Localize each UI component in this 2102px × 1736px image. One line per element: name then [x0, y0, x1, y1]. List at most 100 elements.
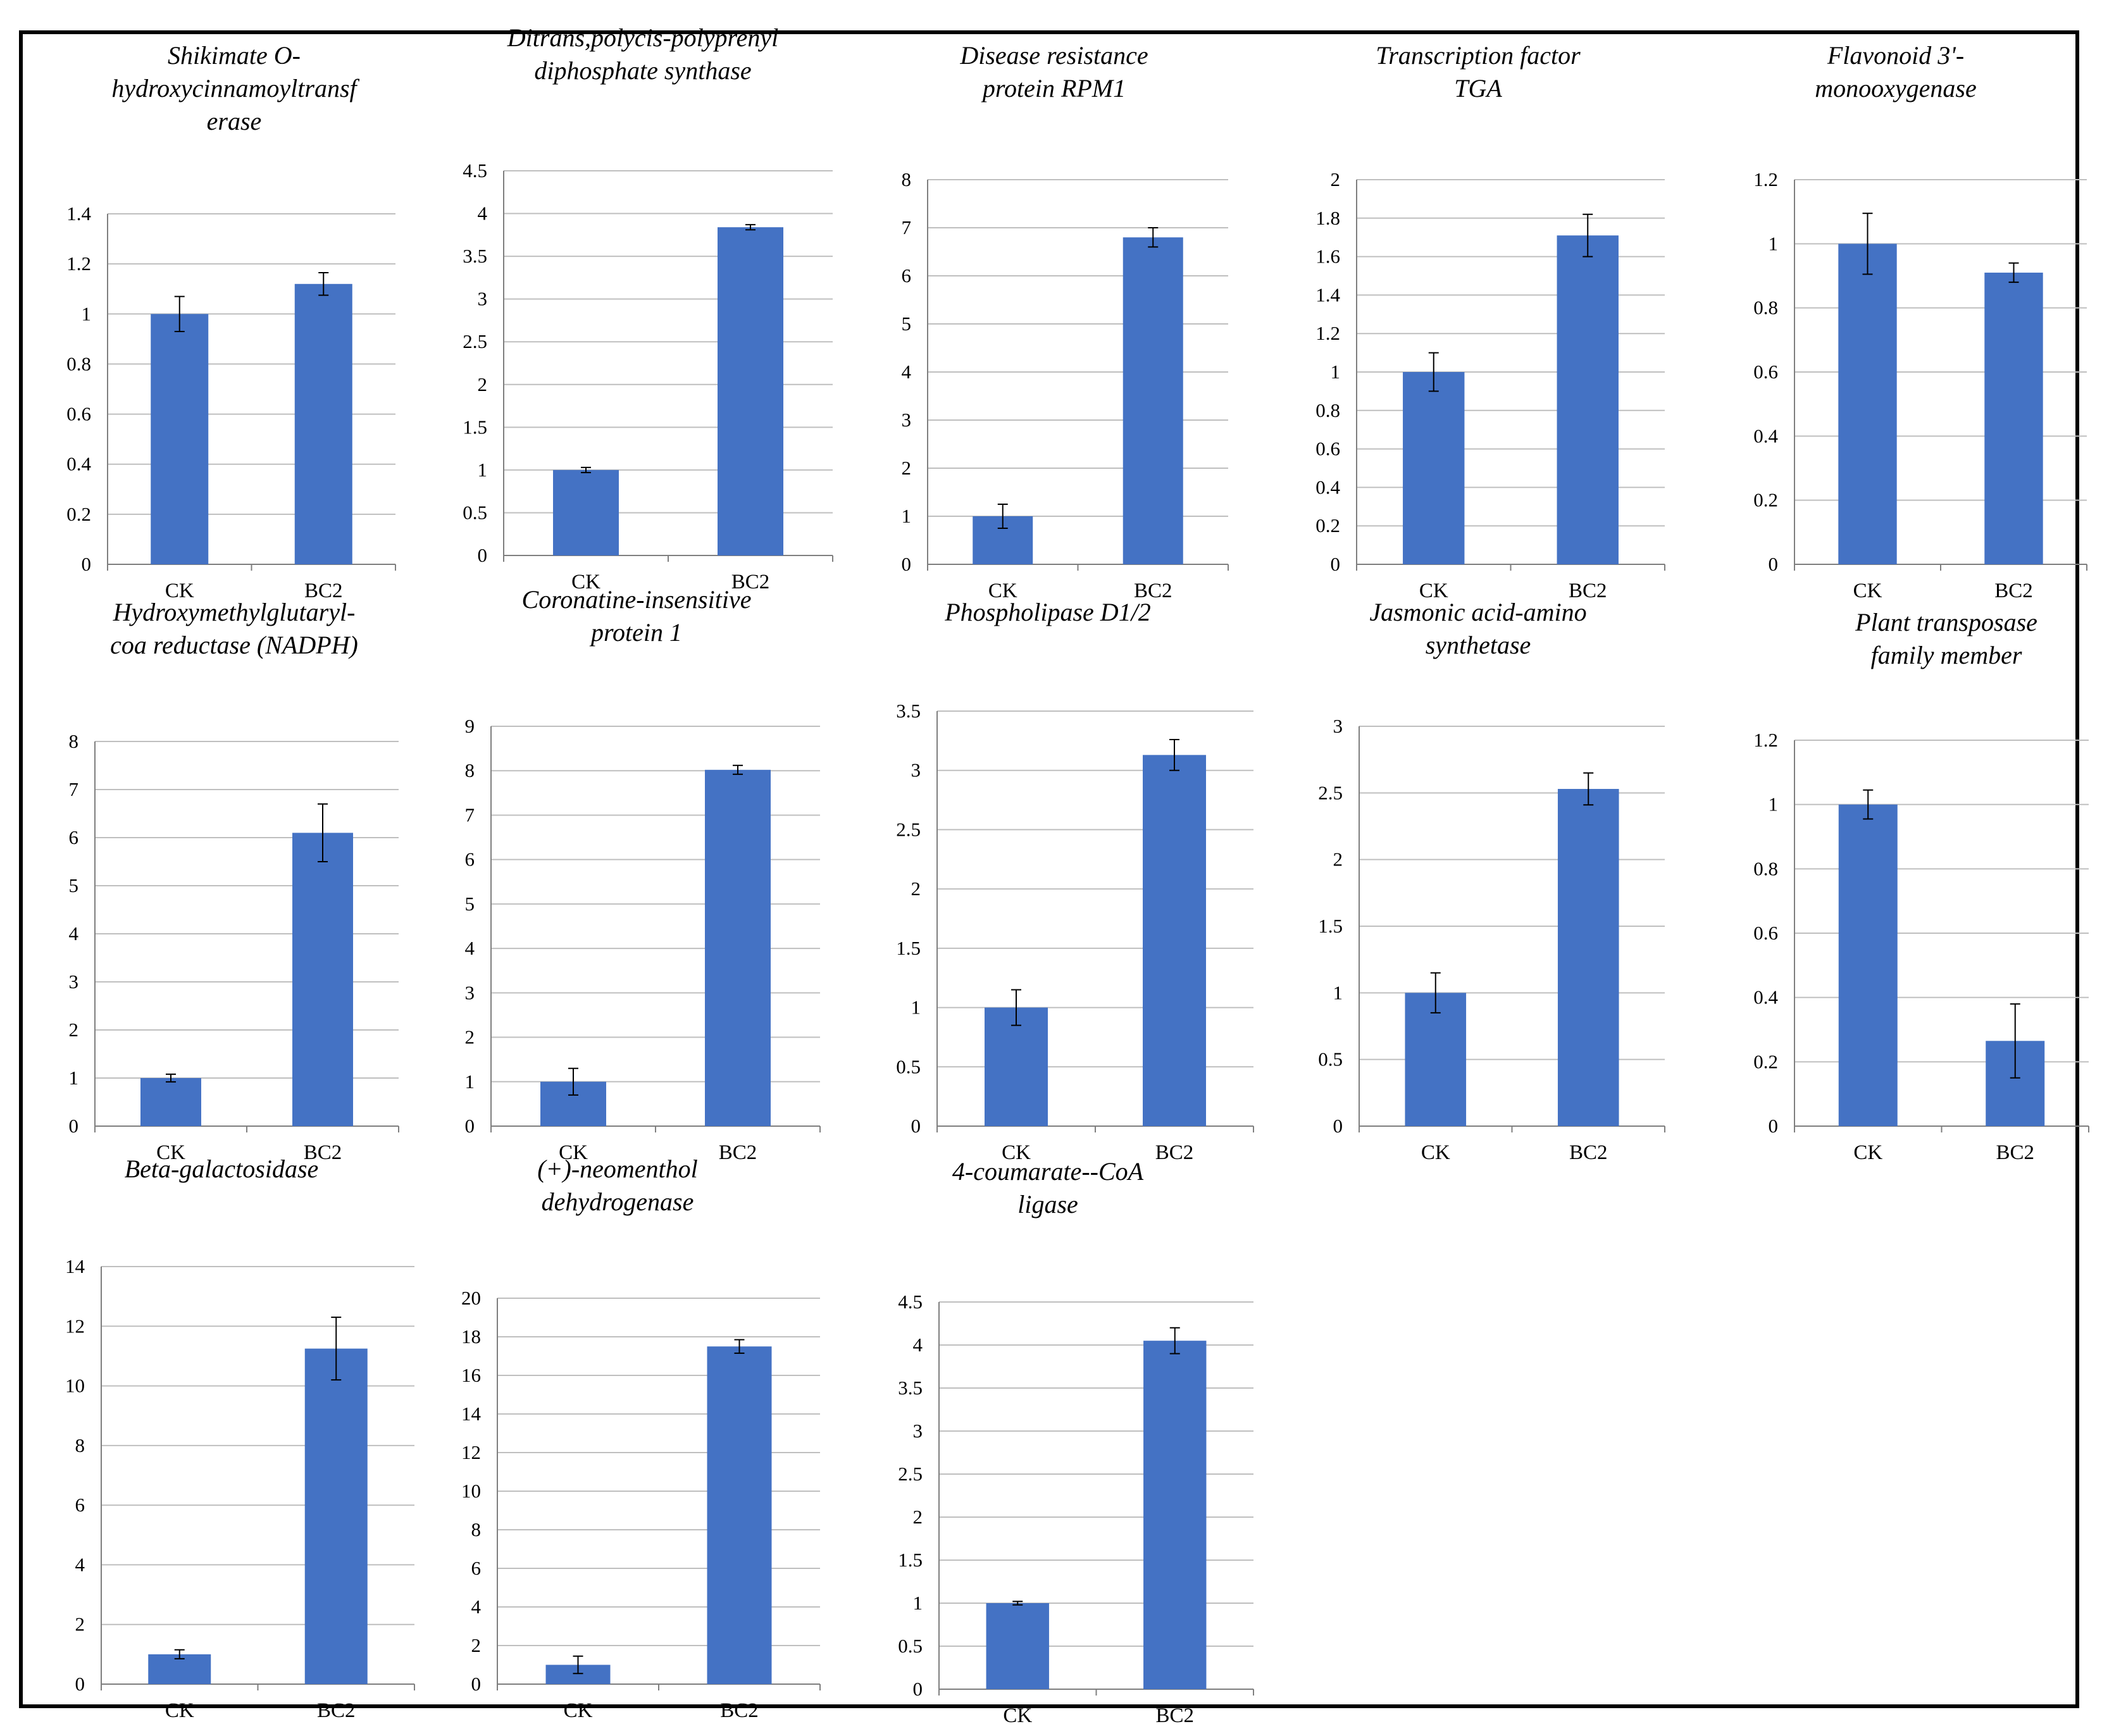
y-tick-label: 0.2 — [1315, 514, 1340, 536]
y-tick-label: 9 — [465, 715, 475, 737]
chart-panel-8: Phospholipase D1/2 0 0.5 1 1.5 2 2.5 3 3.5 CK BC2 — [864, 596, 1257, 1164]
y-tick-label: 8 — [69, 730, 79, 752]
chart-title: Shikimate O- hydroxycinnamoyltransf eras… — [111, 41, 357, 135]
chart-title: Plant transposase family member — [1855, 608, 2037, 669]
x-category-label: BC2 — [1569, 1141, 1608, 1164]
y-tick-label: 3 — [1333, 715, 1343, 737]
y-tick-label: 0 — [75, 1673, 85, 1695]
bar-bc2 — [707, 1346, 772, 1684]
y-tick-label: 2.5 — [896, 818, 921, 840]
y-tick-label: 2 — [1331, 168, 1341, 190]
y-tick-label: 2 — [913, 1506, 923, 1528]
y-tick-label: 5 — [902, 313, 912, 335]
x-category-label: CK — [988, 580, 1017, 602]
y-tick-label: 0.6 — [1315, 438, 1340, 460]
y-tick-label: 1 — [1333, 981, 1343, 1003]
y-tick-label: 0.4 — [1753, 425, 1778, 447]
y-tick-label: 1.5 — [463, 416, 487, 438]
chart-panel-7: Coronatine-insensitive protein 1 0 1 2 3 4 5 6… — [440, 585, 852, 1164]
x-category-label: CK — [571, 571, 600, 593]
y-tick-label: 0 — [465, 1115, 475, 1137]
x-category-label: BC2 — [1155, 1141, 1194, 1164]
y-tick-label: 0 — [902, 553, 912, 575]
chart-title: Phospholipase D1/2 — [945, 598, 1151, 626]
y-tick-label: 6 — [69, 826, 79, 848]
chart-panel-5: Flavonoid 3'- monooxygenase 0 0.2 0.4 0.6 0.… — [1712, 39, 2098, 602]
bar-bc2 — [1123, 237, 1183, 564]
y-tick-label: 0 — [911, 1115, 921, 1137]
y-tick-label: 1.2 — [66, 252, 91, 275]
y-tick-label: 4 — [465, 937, 475, 959]
y-tick-label: 4 — [69, 922, 79, 945]
y-tick-label: 0 — [1333, 1115, 1343, 1137]
y-tick-label: 0.4 — [66, 453, 91, 475]
bar-bc2 — [292, 833, 353, 1126]
y-tick-label: 6 — [471, 1557, 482, 1579]
x-category-label: CK — [1003, 1704, 1032, 1727]
x-category-label: CK — [1421, 1141, 1450, 1164]
y-tick-label: 14 — [65, 1255, 85, 1277]
y-tick-label: 1.4 — [66, 202, 91, 225]
y-tick-label: 1 — [902, 505, 912, 527]
bar-ck — [140, 1078, 201, 1126]
y-tick-label: 1 — [1769, 793, 1779, 815]
y-tick-label: 1.2 — [1315, 322, 1340, 344]
y-tick-label: 8 — [75, 1434, 85, 1456]
y-tick-label: 18 — [461, 1325, 481, 1348]
y-tick-label: 3.5 — [463, 245, 487, 267]
x-category-label: CK — [1419, 580, 1448, 602]
y-tick-label: 3 — [69, 970, 79, 993]
y-tick-label: 0 — [69, 1115, 79, 1137]
y-tick-label: 2 — [471, 1634, 482, 1656]
y-tick-label: 10 — [461, 1480, 481, 1502]
y-tick-label: 0.4 — [1753, 986, 1778, 1008]
y-tick-label: 1 — [913, 1592, 923, 1614]
y-tick-label: 0 — [82, 553, 92, 575]
chart-title: Disease resistance protein RPM1 — [960, 41, 1148, 102]
y-tick-label: 8 — [465, 759, 475, 781]
y-tick-label: 1 — [1331, 361, 1341, 383]
y-tick-label: 3 — [902, 409, 912, 431]
y-tick-label: 3 — [911, 759, 921, 781]
y-tick-label: 0.5 — [898, 1635, 923, 1657]
chart-panel-6: Hydroxymethylglutaryl- coa reductase (NA… — [44, 596, 424, 1164]
y-tick-label: 2 — [911, 877, 921, 900]
y-tick-label: 1.4 — [1315, 283, 1340, 306]
x-category-label: CK — [156, 1141, 185, 1164]
chart-plot: 0 0.5 1 1.5 2 2.5 3 3.5 CK BC2 — [896, 700, 1254, 1164]
y-tick-label: 0.4 — [1315, 476, 1340, 498]
y-tick-label: 1.5 — [896, 937, 921, 959]
chart-panel-10: Plant transposase family member 0 0.2 0.4 0… — [1712, 596, 2098, 1164]
chart-plot: 0 0.5 1 1.5 2 2.5 3 CK BC2 — [1318, 715, 1665, 1164]
chart-title: Ditrans,polycis-polyprenyl diphosphate s… — [507, 23, 779, 85]
chart-panel-3: Disease resistance protein RPM1 0 1 2 3 4 5 6 7… — [864, 39, 1257, 602]
x-category-label: CK — [1002, 1141, 1031, 1164]
y-tick-label: 1 — [1769, 232, 1779, 254]
y-tick-label: 0 — [1769, 553, 1779, 575]
y-tick-label: 1.5 — [898, 1549, 923, 1571]
chart-title: Hydroxymethylglutaryl- coa reductase (NA… — [110, 598, 358, 659]
x-category-label: BC2 — [1996, 1141, 2034, 1164]
x-category-label: BC2 — [720, 1699, 759, 1722]
chart-title: (+)-neomenthol dehydrogenase — [537, 1155, 698, 1216]
bar-bc2 — [1143, 755, 1206, 1126]
y-tick-label: 4 — [75, 1553, 85, 1575]
y-tick-label: 0.5 — [1318, 1048, 1343, 1070]
y-tick-label: 4 — [902, 361, 912, 383]
chart-panel-2: Ditrans,polycis-polyprenyl diphosphate s… — [440, 23, 852, 593]
bar-ck — [1838, 244, 1897, 564]
bar-ck — [1405, 993, 1467, 1126]
y-tick-label: 1 — [465, 1070, 475, 1093]
bar-ck — [986, 1603, 1049, 1689]
bar-bc2 — [1984, 272, 2043, 564]
bar-bc2 — [304, 1348, 368, 1684]
y-tick-label: 0.5 — [463, 501, 487, 523]
chart-plot: 0 0.2 0.4 0.6 0.8 1 1.2 1.4 1.6 1.8 2 CK BC2 — [1315, 168, 1665, 602]
y-tick-label: 16 — [461, 1364, 481, 1386]
y-tick-label: 8 — [902, 168, 912, 190]
y-tick-label: 0.2 — [66, 503, 91, 525]
x-category-label: BC2 — [304, 1141, 342, 1164]
y-tick-label: 2 — [465, 1026, 475, 1048]
y-tick-label: 4 — [913, 1334, 923, 1356]
y-tick-label: 3.5 — [896, 700, 921, 722]
